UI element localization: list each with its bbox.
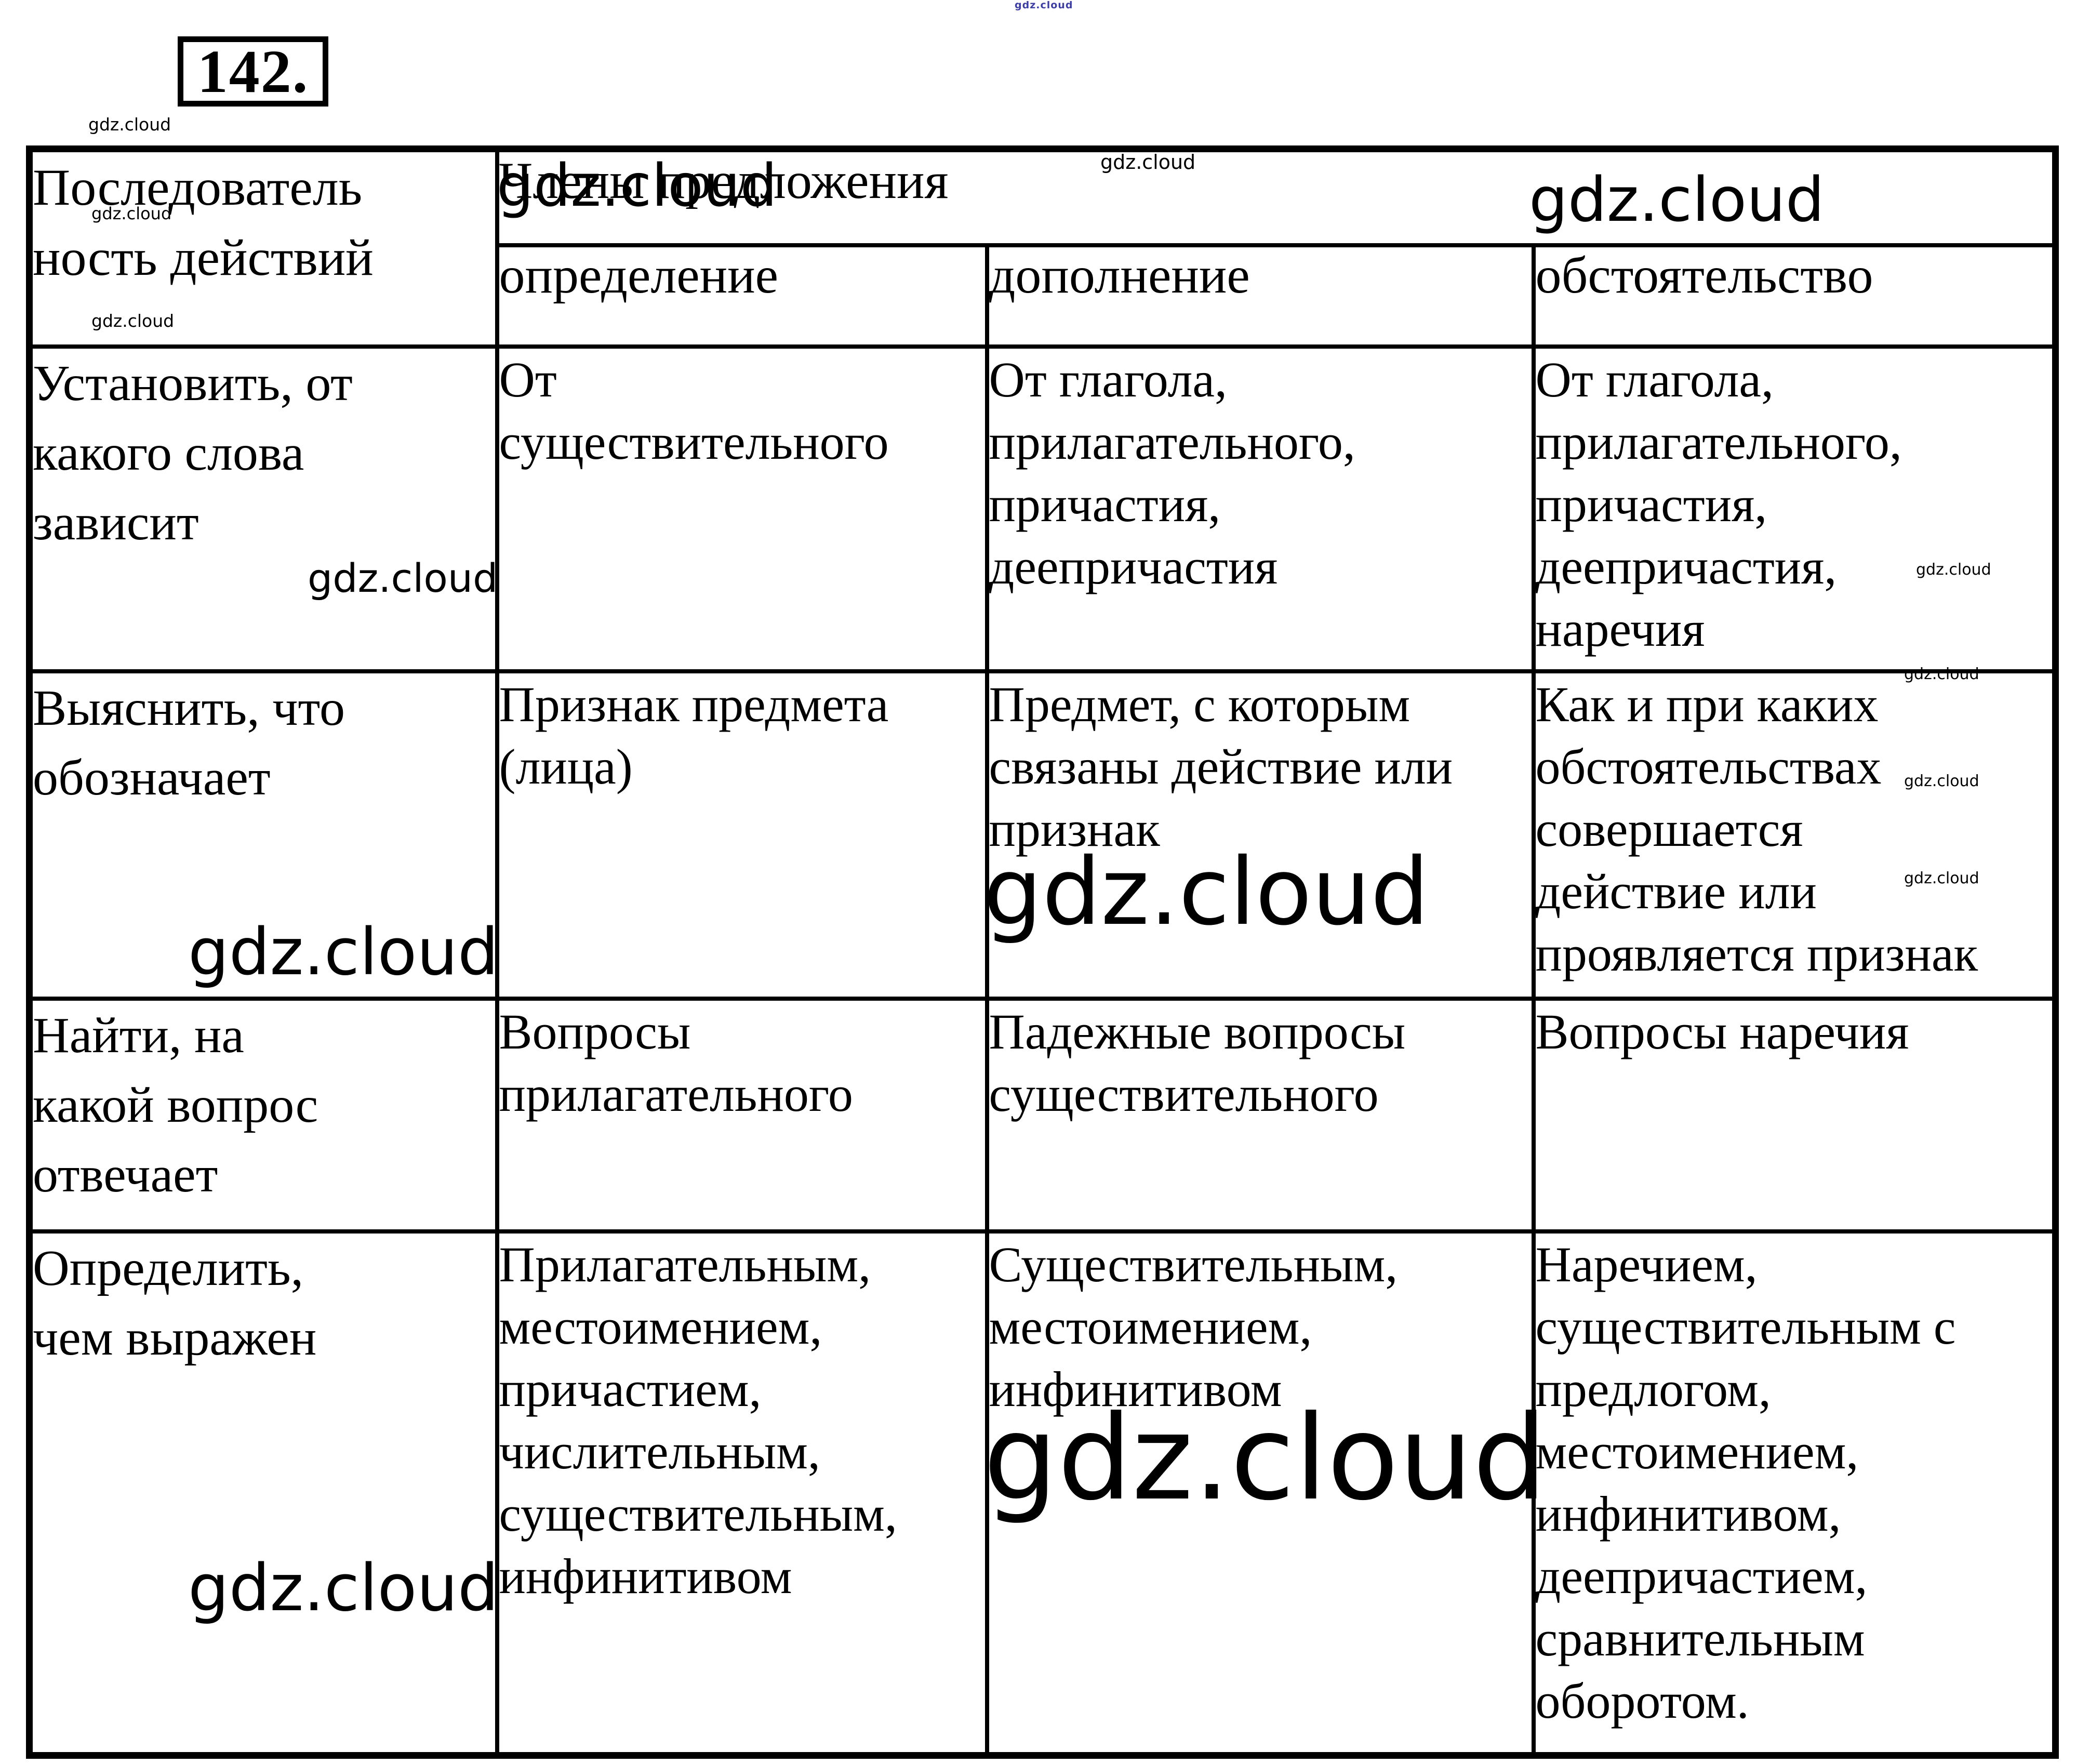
watermark-header-left-large: gdz.cloud	[497, 152, 777, 220]
watermark-row4-object-cell-large: gdz.cloud	[983, 1390, 1547, 1527]
row3-attribute: Вопросы прилагательного	[495, 996, 989, 1234]
watermark-header-right-large: gdz.cloud	[1529, 164, 1825, 235]
watermark-top-center: gdz.cloud	[1015, 0, 1073, 11]
row1-action: Установить, от какого слова зависит	[27, 344, 499, 673]
header-row-1: Последователь ность действий Члены предл…	[27, 147, 2058, 349]
watermark-seq-header-middle: gdz.cloud	[91, 204, 172, 223]
row2-adverbial: Как и при каких обстоятельствах совершае…	[1531, 669, 2058, 1001]
watermark-row2-adverbial-bottom: gdz.cloud	[1904, 869, 1979, 887]
row1-adverbial: От глагола, прилагательного, причастия, …	[1531, 344, 2058, 673]
row4-adverbial: Наречием, существительным с предлогом, м…	[1531, 1229, 2058, 1758]
row2-attribute: Признак предмета (лица)	[495, 669, 989, 1001]
watermark-row2-action-cell: gdz.cloud	[188, 915, 499, 990]
watermark-row4-action-cell: gdz.cloud	[188, 1551, 499, 1626]
header-row-2: определение дополнение обстоятельство	[30, 243, 2058, 349]
row4-action: Определить, чем выражен	[27, 1229, 499, 1758]
header-sentence-members: Члены предложения	[495, 147, 2058, 247]
row4-object: Существительным, местоимением, инфинитив…	[984, 1229, 1536, 1758]
table-row: Установить, от какого слова зависит От с…	[27, 344, 2058, 673]
row3-adverbial: Вопросы наречия	[1531, 996, 2058, 1234]
header-attribute: определение	[495, 243, 989, 349]
header-object: дополнение	[984, 243, 1536, 349]
watermark-row1-action-cell: gdz.cloud	[308, 555, 498, 601]
table-row: Найти, на какой вопрос отвечает Вопросы …	[27, 996, 2058, 1234]
grammar-table: Последователь ность действий Члены предл…	[26, 145, 2059, 1759]
row1-attribute: От существительного	[495, 344, 989, 673]
table-row: Выяснить, что обозначает Признак предмет…	[27, 669, 2058, 1001]
watermark-above-table: gdz.cloud	[88, 114, 171, 135]
header-adverbial: обстоятельство	[1531, 243, 2058, 349]
exercise-number: 142.	[197, 37, 309, 105]
row2-object: Предмет, с которым связаны действие или …	[984, 669, 1536, 1001]
watermark-row2-adverbial-middle: gdz.cloud	[1904, 772, 1979, 790]
row4-attribute: Прилагательным, местоимением, причастием…	[495, 1229, 989, 1758]
watermark-row2-adverbial-top: gdz.cloud	[1904, 665, 1979, 683]
row3-action: Найти, на какой вопрос отвечает	[27, 996, 499, 1234]
watermark-above-members: gdz.cloud	[1100, 151, 1196, 174]
watermark-row1-adverbial-cell: gdz.cloud	[1916, 561, 1991, 579]
table-row: Определить, чем выражен Прилагательным, …	[27, 1229, 2058, 1758]
header-sequence-of-actions: Последователь ность действий	[27, 147, 499, 349]
row2-action: Выяснить, что обозначает	[27, 669, 499, 1001]
row3-object: Падежные вопросы существительного	[984, 996, 1536, 1234]
exercise-number-box: 142.	[178, 36, 328, 107]
row1-object: От глагола, прилагательного, причастия, …	[984, 344, 1536, 673]
watermark-row2-object-cell-large: gdz.cloud	[983, 838, 1430, 946]
watermark-seq-header-bottom: gdz.cloud	[91, 311, 175, 331]
